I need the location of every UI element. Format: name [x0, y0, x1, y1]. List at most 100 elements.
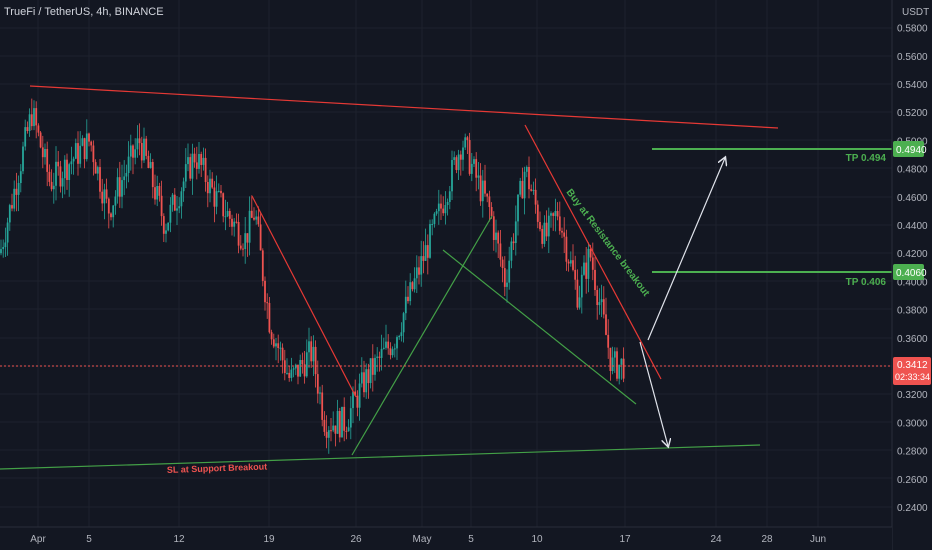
candle-body — [376, 356, 379, 358]
candle-body — [391, 349, 394, 356]
candle-body — [569, 260, 572, 264]
candle-body — [622, 358, 625, 379]
candle-body — [283, 360, 286, 373]
candles — [0, 98, 625, 454]
candle-body — [534, 189, 537, 205]
candle-body — [193, 153, 196, 163]
candle-body — [114, 196, 117, 206]
falling-wedge-resistance — [524, 124, 662, 380]
candle-body — [354, 391, 357, 396]
candle-body — [261, 250, 264, 281]
candle-body — [385, 341, 387, 348]
candle-body — [404, 296, 407, 314]
candle-body — [101, 191, 104, 204]
candle-body — [55, 161, 57, 186]
candle-body — [160, 195, 163, 217]
candle-body — [451, 160, 453, 192]
candle-body — [543, 222, 546, 244]
x-tick-label: Apr — [30, 534, 46, 545]
chart-title: TrueFi / TetherUS, 4h, BINANCE — [4, 6, 164, 18]
candle-body — [138, 138, 141, 144]
candle-body — [171, 194, 174, 205]
candle-body — [233, 221, 236, 227]
candle-body — [88, 133, 90, 142]
candle-body — [620, 358, 623, 365]
candle-body — [477, 175, 480, 178]
candle-body — [490, 207, 493, 217]
candle-body — [378, 356, 381, 358]
candle-body — [459, 154, 462, 160]
candle-body — [70, 161, 73, 165]
candle-body — [400, 332, 403, 336]
candle-body — [556, 211, 559, 217]
candle-body — [61, 178, 64, 187]
candle-body — [336, 411, 339, 434]
current-price-value: 0.3412 — [897, 360, 928, 371]
candle-body — [422, 256, 425, 261]
current-price-tag — [893, 357, 931, 385]
candle-body — [68, 164, 71, 180]
candle-body — [618, 364, 621, 379]
candle-body — [24, 127, 27, 147]
candle-body — [470, 163, 473, 174]
candle-body — [259, 224, 262, 251]
candle-body — [22, 146, 24, 172]
candle-body — [149, 162, 152, 168]
candle-body — [323, 419, 326, 432]
candle-body — [140, 143, 143, 161]
candle-body — [11, 205, 13, 209]
candle-body — [321, 392, 324, 420]
candle-body — [294, 364, 297, 369]
candle-body — [246, 233, 249, 243]
axis-currency: USDT — [902, 7, 929, 18]
candle-body — [563, 232, 566, 237]
time-axis-labels: Apr 5 12 19 26 May 5 10 17 24 28 Jun — [30, 534, 826, 545]
candle-body — [134, 149, 137, 158]
bullish-projection-arrow — [647, 158, 725, 341]
candle-body — [118, 177, 121, 197]
candle-body — [334, 425, 337, 434]
y-tick-label: 0.3800 — [897, 306, 928, 317]
y-tick-label: 0.4400 — [897, 221, 928, 232]
candle-body — [409, 282, 412, 302]
candle-body — [301, 360, 304, 365]
candle-body — [352, 391, 354, 409]
candle-body — [429, 224, 431, 258]
candle-body — [598, 302, 601, 306]
candle-body — [437, 203, 440, 212]
candle-body — [426, 245, 429, 258]
candle-body — [250, 210, 253, 218]
falling-wedge-support — [442, 249, 637, 405]
candle-body — [501, 259, 504, 268]
candle-body — [435, 211, 438, 214]
candle-body — [481, 180, 484, 202]
candle-body — [312, 346, 315, 362]
candle-body — [143, 138, 145, 161]
candle-body — [506, 282, 508, 287]
tp1-label: TP 0.494 — [846, 153, 887, 164]
candle-body — [411, 282, 414, 290]
y-tick-label: 0.5800 — [897, 24, 928, 35]
candle-body — [147, 155, 150, 168]
y-tick-label: 0.2400 — [897, 503, 928, 514]
candle-body — [488, 196, 491, 207]
candle-body — [132, 145, 134, 158]
candle-body — [528, 167, 530, 190]
time-axis[interactable] — [0, 526, 892, 550]
candle-body — [17, 183, 20, 195]
x-tick-label: 10 — [531, 534, 543, 545]
candle-body — [167, 222, 170, 231]
candle-body — [319, 392, 321, 394]
candle-body — [536, 204, 539, 222]
candle-body — [74, 143, 77, 159]
candle-body — [206, 182, 209, 194]
candle-body — [81, 138, 84, 146]
candle-body — [479, 175, 482, 202]
y-tick-label: 0.3000 — [897, 418, 928, 429]
candle-body — [558, 216, 561, 231]
candle-body — [59, 166, 62, 187]
candle-body — [72, 158, 75, 162]
candle-body — [211, 178, 214, 188]
candle-body — [561, 230, 563, 233]
